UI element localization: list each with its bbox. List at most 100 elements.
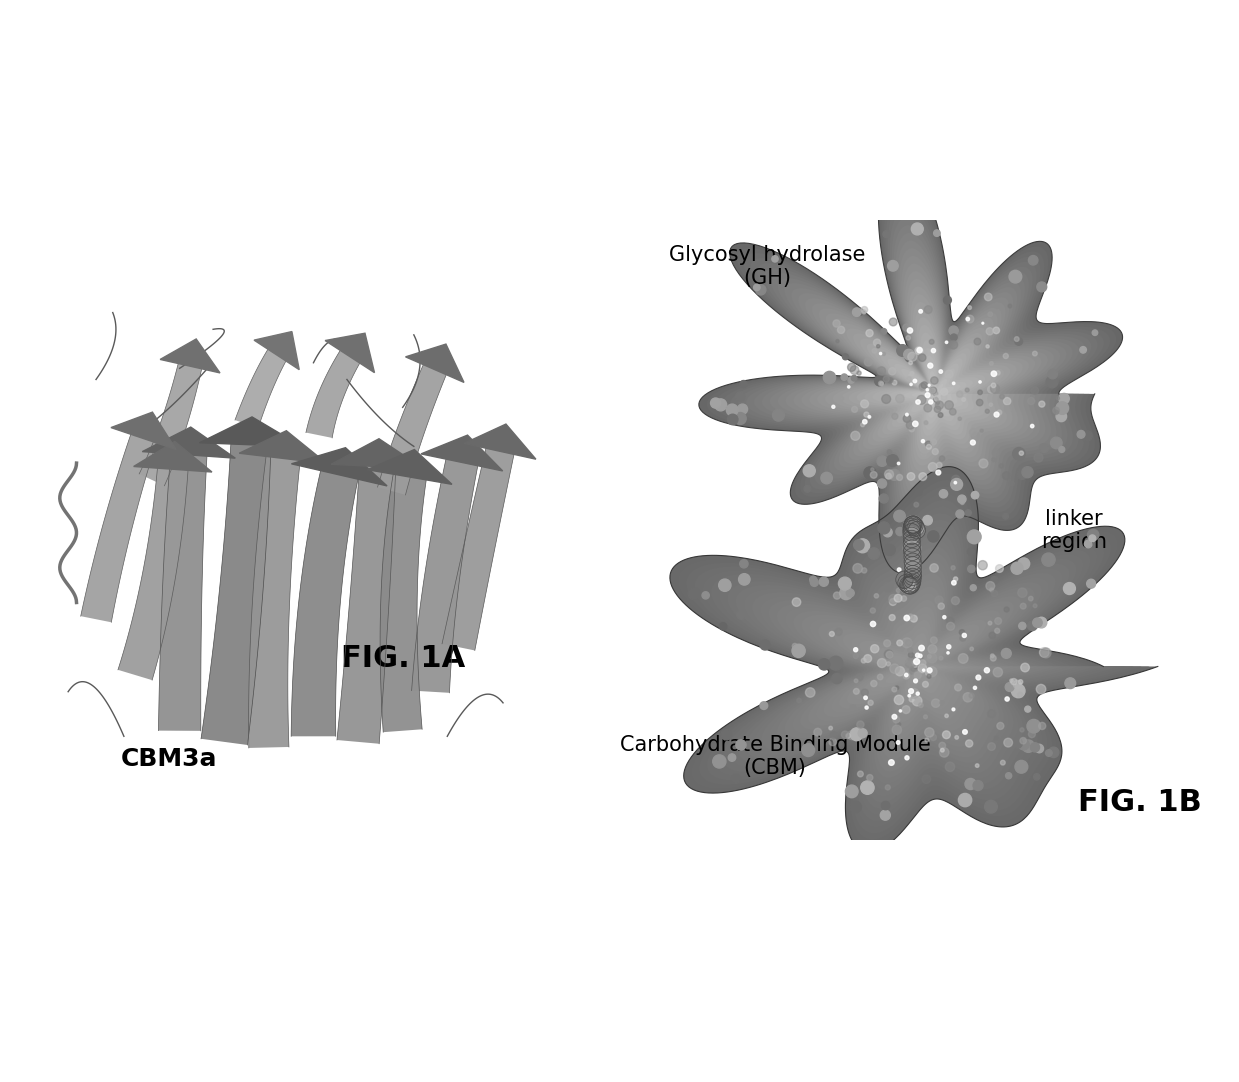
Circle shape xyxy=(797,698,802,703)
Circle shape xyxy=(950,334,958,341)
Circle shape xyxy=(903,524,921,541)
Circle shape xyxy=(914,659,918,662)
Circle shape xyxy=(943,616,945,619)
Circle shape xyxy=(753,285,760,291)
Polygon shape xyxy=(904,364,960,418)
Circle shape xyxy=(974,339,981,345)
Circle shape xyxy=(1011,678,1017,685)
Circle shape xyxy=(862,420,867,424)
Polygon shape xyxy=(919,379,948,406)
Circle shape xyxy=(892,413,898,420)
Polygon shape xyxy=(118,454,188,681)
Circle shape xyxy=(1006,773,1012,779)
Polygon shape xyxy=(235,338,292,428)
Circle shape xyxy=(907,519,924,537)
Circle shape xyxy=(927,668,932,673)
Circle shape xyxy=(935,400,939,405)
Circle shape xyxy=(913,652,923,662)
Circle shape xyxy=(1000,761,1005,765)
Circle shape xyxy=(1012,448,1025,460)
Circle shape xyxy=(963,692,973,702)
Circle shape xyxy=(1088,529,1099,541)
Circle shape xyxy=(904,562,922,579)
Circle shape xyxy=(864,655,871,662)
Circle shape xyxy=(861,400,869,408)
Polygon shape xyxy=(849,309,1004,460)
Circle shape xyxy=(918,664,927,673)
Circle shape xyxy=(1002,472,1010,479)
Circle shape xyxy=(921,451,927,457)
Circle shape xyxy=(992,449,999,457)
Polygon shape xyxy=(743,527,1085,796)
Circle shape xyxy=(865,705,869,709)
Circle shape xyxy=(975,764,979,767)
Circle shape xyxy=(908,361,912,365)
Circle shape xyxy=(1033,618,1042,628)
Circle shape xyxy=(919,645,924,651)
Circle shape xyxy=(880,382,883,385)
Polygon shape xyxy=(809,272,1036,489)
Circle shape xyxy=(912,223,923,235)
Circle shape xyxy=(958,654,968,663)
Circle shape xyxy=(1054,410,1058,414)
Circle shape xyxy=(913,659,919,664)
Circle shape xyxy=(1038,723,1046,729)
Circle shape xyxy=(906,658,916,668)
Circle shape xyxy=(935,596,943,604)
Circle shape xyxy=(949,409,957,415)
Circle shape xyxy=(872,348,877,353)
Circle shape xyxy=(892,714,897,720)
Circle shape xyxy=(924,728,934,737)
Circle shape xyxy=(1093,330,1098,335)
Circle shape xyxy=(973,780,983,791)
Circle shape xyxy=(854,688,859,695)
Circle shape xyxy=(851,432,860,440)
Circle shape xyxy=(996,371,1000,375)
Polygon shape xyxy=(722,187,1104,555)
Circle shape xyxy=(939,748,949,757)
Polygon shape xyxy=(249,443,301,748)
Circle shape xyxy=(914,672,922,678)
Circle shape xyxy=(819,577,829,586)
Circle shape xyxy=(1009,304,1012,308)
Circle shape xyxy=(904,553,922,570)
Circle shape xyxy=(1033,774,1040,780)
Circle shape xyxy=(1064,677,1075,688)
Circle shape xyxy=(1036,685,1046,694)
Circle shape xyxy=(960,501,964,504)
Circle shape xyxy=(916,692,919,696)
Polygon shape xyxy=(695,487,1134,833)
Circle shape xyxy=(968,306,971,309)
Circle shape xyxy=(888,470,900,480)
Circle shape xyxy=(954,577,958,581)
Polygon shape xyxy=(762,225,1073,526)
Circle shape xyxy=(991,577,997,583)
Circle shape xyxy=(856,308,864,315)
Circle shape xyxy=(902,577,919,594)
Circle shape xyxy=(985,409,989,413)
Circle shape xyxy=(919,386,924,391)
Circle shape xyxy=(883,582,893,592)
Circle shape xyxy=(852,564,862,573)
Circle shape xyxy=(907,473,914,480)
Circle shape xyxy=(987,385,995,393)
Circle shape xyxy=(952,475,960,484)
Circle shape xyxy=(989,621,992,625)
Circle shape xyxy=(945,341,948,343)
Circle shape xyxy=(737,404,747,414)
Circle shape xyxy=(877,367,886,375)
Circle shape xyxy=(1015,337,1020,342)
Circle shape xyxy=(952,708,955,711)
Polygon shape xyxy=(802,573,1030,753)
Circle shape xyxy=(833,320,840,327)
Circle shape xyxy=(923,669,924,671)
Circle shape xyxy=(901,657,907,663)
Polygon shape xyxy=(768,546,1062,778)
Circle shape xyxy=(1005,683,1014,691)
Circle shape xyxy=(883,528,892,537)
Circle shape xyxy=(1018,622,1026,630)
Polygon shape xyxy=(678,473,1150,846)
Circle shape xyxy=(994,668,1002,677)
Polygon shape xyxy=(851,613,981,716)
Circle shape xyxy=(955,736,959,739)
